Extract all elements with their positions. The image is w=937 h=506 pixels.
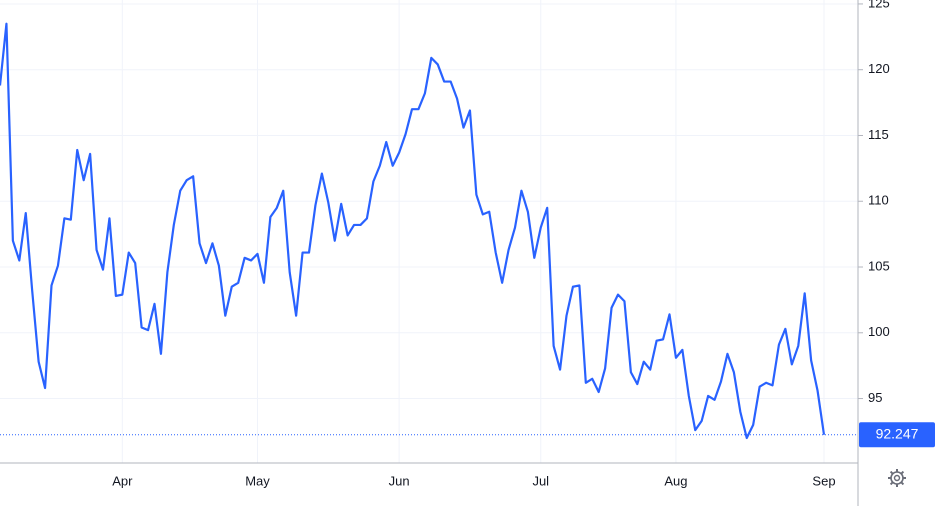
y-tick-label: 120: [868, 61, 890, 76]
gear-teeth[interactable]: [888, 469, 906, 487]
y-tick-label: 100: [868, 324, 890, 339]
last-price-box: [859, 422, 935, 448]
price-line: [0, 22, 826, 440]
x-tick-label: Jun: [389, 473, 410, 488]
gear-inner[interactable]: [893, 474, 901, 482]
settings-icon[interactable]: [888, 469, 906, 487]
y-tick-label: 95: [868, 390, 882, 405]
x-tick-label: Sep: [812, 473, 835, 488]
y-tick-label: 105: [868, 258, 890, 273]
last-price-label: 92.247: [876, 425, 919, 441]
y-tick-label: 110: [868, 193, 889, 208]
x-tick-label: Aug: [664, 473, 687, 488]
y-tick-label: 125: [868, 0, 890, 10]
x-tick-label: Jul: [532, 473, 549, 488]
x-tick-label: May: [245, 473, 270, 488]
x-tick-label: Apr: [112, 473, 133, 488]
y-tick-label: 115: [868, 127, 889, 142]
